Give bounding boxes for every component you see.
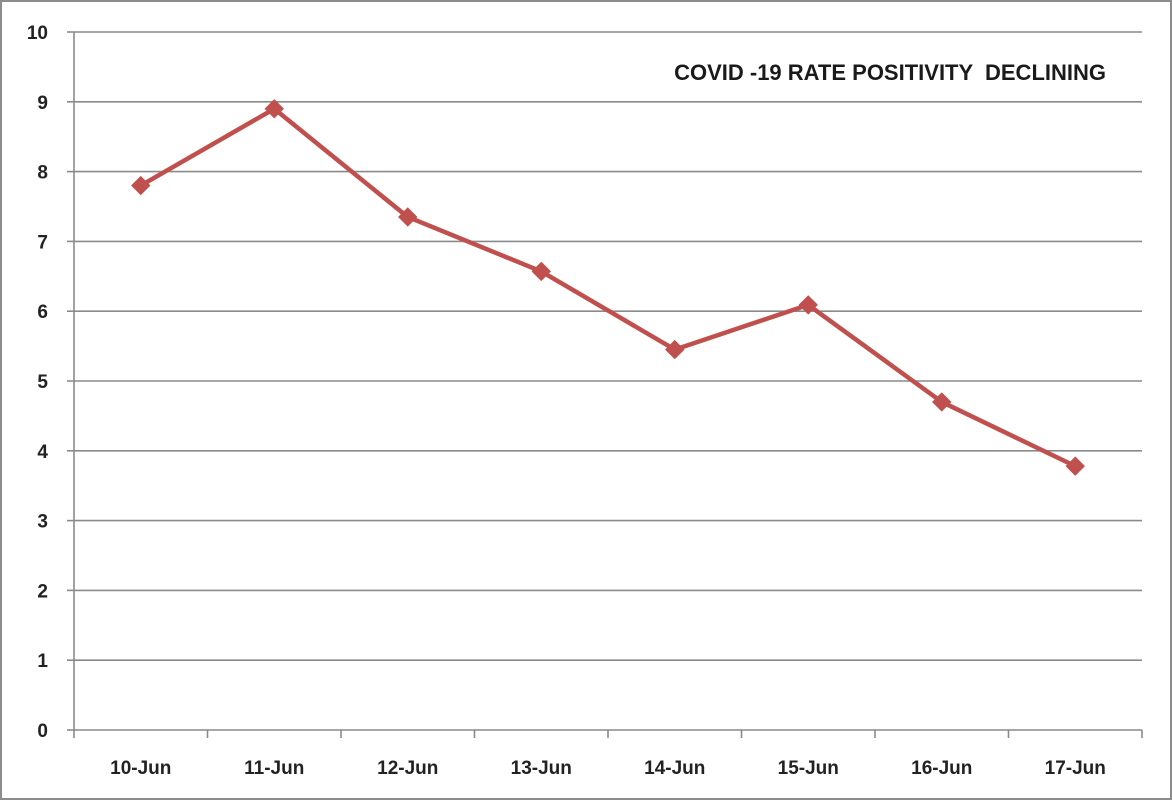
- y-tick-label: 10: [27, 23, 48, 44]
- series-layer: [131, 99, 1085, 476]
- data-point-marker: [1065, 456, 1085, 476]
- x-tick-label: 16-Jun: [911, 758, 972, 779]
- x-tick-label: 11-Jun: [244, 758, 304, 779]
- axes: [67, 31, 1143, 738]
- data-point-marker: [264, 99, 284, 119]
- data-point-marker: [932, 392, 952, 412]
- y-tick-label: 3: [37, 512, 48, 533]
- x-tick-labels: 10-Jun 11-Jun 12-Jun 13-Jun 14-Jun 15-Jun 16-J…: [110, 758, 1106, 779]
- y-tick-label: 0: [37, 721, 48, 742]
- y-tick-label: 2: [37, 581, 48, 602]
- gridlines: [74, 31, 1142, 662]
- y-tick-label: 5: [37, 372, 48, 393]
- y-tick-label: 1: [37, 651, 48, 672]
- series-line: [138, 106, 1078, 469]
- x-tick-label: 10-Jun: [110, 758, 171, 779]
- x-tick-label: 12-Jun: [377, 758, 438, 779]
- x-tick-label: 13-Jun: [511, 758, 572, 779]
- y-tick-label: 4: [37, 442, 48, 463]
- x-tick-label: 15-Jun: [778, 758, 839, 779]
- y-tick-label: 7: [37, 232, 48, 253]
- x-tick-label: 14-Jun: [644, 758, 705, 779]
- data-point-marker: [798, 295, 818, 315]
- data-point-marker: [665, 339, 685, 360]
- data-point-marker: [531, 261, 551, 282]
- y-tick-label: 6: [37, 302, 48, 323]
- data-point-marker: [131, 175, 151, 196]
- y-tick-label: 9: [37, 93, 48, 114]
- y-tick-labels: 0 1 2 3 4 5 6 7 8 9 10: [27, 23, 49, 742]
- chart-title: COVID -19 RATE POSITIVITY DECLINING: [674, 60, 1106, 85]
- y-tick-label: 8: [37, 163, 48, 184]
- data-point-marker: [398, 207, 418, 227]
- x-tick-label: 17-Jun: [1045, 758, 1106, 779]
